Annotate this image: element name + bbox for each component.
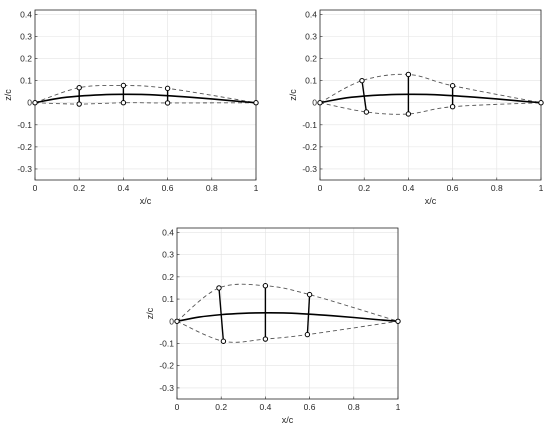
y-tick-label: 0.4 [162, 227, 174, 237]
y-tick-label: 0 [27, 98, 32, 108]
x-tick-label: 0.2 [358, 183, 370, 193]
section-line [218, 287, 225, 342]
axes-frame [176, 227, 399, 400]
y-tick-label: 0.2 [162, 272, 174, 282]
subplot-top-left: 0 0.2 0.4 0.6 0.8 1 -0.3 -0.2 -0.1 0 0.1 0.2 0.3 0.4 x… [3, 9, 259, 206]
y-tick-label: 0.1 [162, 294, 174, 304]
camber-line [319, 93, 542, 104]
y-tick-label: -0.3 [159, 383, 174, 393]
y-tick-label: 0.4 [305, 9, 317, 19]
x-tick-label: 0.2 [73, 183, 85, 193]
x-tick-label: 0 [318, 183, 323, 193]
x-tick-label: 1 [539, 183, 544, 193]
lower-surface-line [319, 102, 542, 115]
x-tick-label: 0.6 [304, 402, 316, 412]
upper-surface-line [319, 73, 542, 104]
leading-edge-marker [174, 318, 180, 324]
axes-frame [34, 9, 257, 181]
x-tick-label: 0.2 [215, 402, 227, 412]
y-tick-label: 0.3 [305, 31, 317, 41]
y-tick-label: -0.2 [159, 361, 174, 371]
lower-node-marker [220, 338, 227, 344]
leading-edge-marker [32, 100, 38, 106]
x-tick-label: 0.4 [117, 183, 129, 193]
upper-node-marker [359, 77, 365, 84]
lower-node-marker [164, 100, 171, 106]
y-tick-label: 0.3 [20, 31, 32, 41]
lower-node-marker [76, 101, 82, 107]
x-tick-label: 0.4 [402, 183, 414, 193]
y-axis-label: z/c [3, 89, 13, 101]
lower-node-marker [363, 109, 370, 115]
y-axis-label: z/c [145, 307, 155, 319]
y-tick-label: -0.2 [302, 142, 317, 152]
x-tick-label: 0 [175, 402, 180, 412]
y-tick-label: 0 [169, 316, 174, 326]
x-axis-label: x/c [282, 415, 294, 425]
y-tick-label: 0.2 [305, 54, 317, 64]
lower-node-marker [120, 100, 127, 106]
x-tick-label: 0.6 [162, 183, 174, 193]
x-tick-label: 0.8 [491, 183, 503, 193]
x-tick-label: 0.8 [348, 402, 360, 412]
x-tick-label: 1 [396, 402, 401, 412]
y-tick-label: -0.3 [302, 164, 317, 174]
trailing-edge-marker [395, 318, 401, 324]
y-tick-label: -0.2 [17, 142, 32, 152]
lower-node-marker [262, 336, 269, 342]
x-tick-label: 0.6 [447, 183, 459, 193]
y-tick-label: 0 [312, 98, 317, 108]
lower-node-marker [304, 331, 311, 338]
x-tick-label: 0 [33, 183, 38, 193]
y-tick-label: 0.2 [20, 54, 32, 64]
y-tick-label: 0.1 [305, 76, 317, 86]
y-axis-label: z/c [288, 89, 298, 101]
section-line [361, 80, 368, 113]
lower-node-marker [405, 111, 412, 117]
x-tick-label: 1 [254, 183, 259, 193]
y-tick-label: -0.1 [17, 120, 32, 130]
camber-line [34, 93, 257, 104]
y-tick-label: 0.1 [20, 76, 32, 86]
upper-node-marker [216, 285, 222, 291]
upper-node-marker [164, 85, 171, 92]
camber-line [176, 312, 399, 323]
upper-node-marker [405, 71, 412, 78]
upper-node-marker [306, 291, 313, 298]
subplot-bottom-center: 0 0.2 0.4 0.6 0.8 1 -0.3 -0.2 -0.1 0 0.1 0.2 0.3 0.4 x… [145, 227, 401, 425]
x-axis-label: x/c [425, 196, 437, 206]
leading-edge-marker [317, 100, 323, 106]
y-tick-label: -0.1 [302, 120, 317, 130]
upper-node-marker [120, 82, 127, 89]
subplot-top-right: 0 0.2 0.4 0.6 0.8 1 -0.3 -0.2 -0.1 0 0.1 0.2 0.3 0.4 x… [288, 9, 544, 206]
upper-node-marker [76, 85, 82, 91]
x-axis-label: x/c [140, 196, 152, 206]
lower-surface-line [34, 102, 257, 105]
section-line [306, 294, 311, 335]
x-tick-label: 0.8 [206, 183, 218, 193]
trailing-edge-marker [538, 100, 544, 106]
upper-node-marker [449, 83, 456, 89]
lower-node-marker [449, 104, 456, 110]
lower-surface-line [176, 320, 399, 343]
y-tick-label: -0.1 [159, 338, 174, 348]
trailing-edge-marker [253, 100, 259, 106]
axes-frame [319, 9, 542, 181]
y-tick-label: 0.3 [162, 250, 174, 260]
y-tick-label: -0.3 [17, 164, 32, 174]
upper-node-marker [262, 283, 269, 289]
y-tick-label: 0.4 [20, 9, 32, 19]
x-tick-label: 0.4 [259, 402, 271, 412]
